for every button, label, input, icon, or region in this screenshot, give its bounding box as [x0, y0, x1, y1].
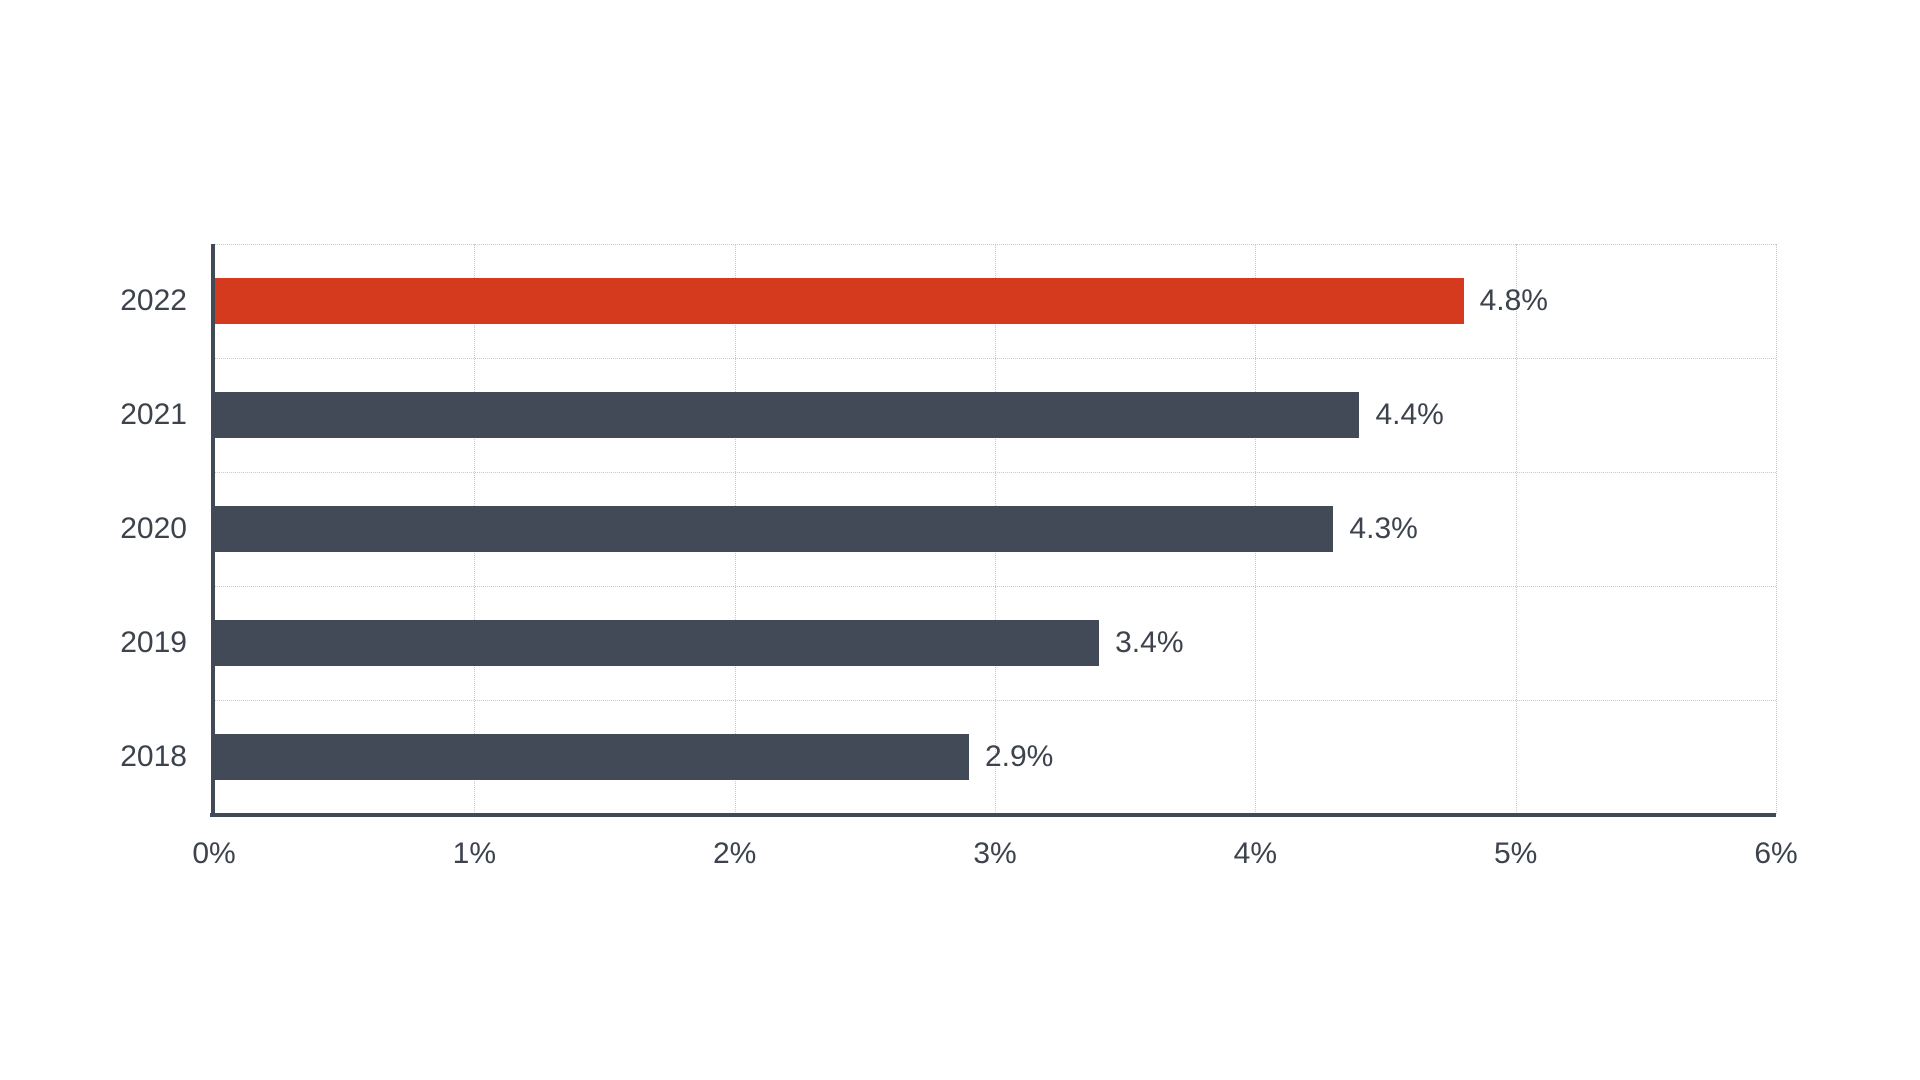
bar-2018: [214, 734, 969, 780]
horizontal-gridline-4: [214, 700, 1776, 701]
bar-row-2020: 4.3%: [214, 472, 1776, 586]
x-axis-tick-4%: 4%: [1233, 837, 1277, 870]
bar-value-label-2021: 4.4%: [1375, 398, 1444, 431]
x-axis-tick-6%: 6%: [1754, 837, 1798, 870]
x-axis-tick-0%: 0%: [192, 837, 236, 870]
y-axis-label-2021: 2021: [120, 398, 187, 431]
x-axis-tick-1%: 1%: [452, 837, 496, 870]
bar-2021: [214, 392, 1360, 438]
bar-row-2022: 4.8%: [214, 244, 1776, 358]
vertical-gridline-6: [1776, 244, 1777, 814]
bar-2020: [214, 506, 1334, 552]
bar-row-2018: 2.9%: [214, 700, 1776, 814]
x-axis-tick-labels: 0% 1% 2% 3% 4% 5% 6%: [0, 832, 1920, 876]
bar-2022: [214, 278, 1464, 324]
plot-area: 4.8% 4.4% 4.3% 3.4% 2.9%: [210, 244, 1777, 817]
x-axis-tick-3%: 3%: [973, 837, 1017, 870]
x-axis-tick-5%: 5%: [1493, 837, 1538, 870]
y-axis-label-2019: 2019: [120, 626, 187, 659]
horizontal-gridline-3: [214, 586, 1776, 587]
horizontal-gridline-2: [214, 472, 1776, 473]
x-axis-tick-2%: 2%: [712, 837, 757, 870]
x-axis-line: [210, 813, 1776, 817]
bar-row-2019: 3.4%: [214, 586, 1776, 700]
bar-value-label-2020: 4.3%: [1349, 512, 1418, 545]
bar-value-label-2019: 3.4%: [1115, 626, 1184, 659]
y-axis-labels: 2022 2021 2020 2019 2018: [0, 244, 187, 814]
horizontal-gridline-0: [214, 244, 1776, 245]
bar-value-label-2022: 4.8%: [1479, 284, 1548, 317]
bar-value-label-2018: 2.9%: [984, 740, 1054, 773]
bar-2019: [214, 620, 1100, 666]
vertical-gridline-5: [1515, 244, 1517, 814]
horizontal-gridline-1: [214, 358, 1776, 359]
bar-row-2021: 4.4%: [214, 358, 1776, 472]
y-axis-label-2020: 2020: [120, 512, 187, 545]
y-axis-line: [211, 244, 215, 817]
y-axis-label-2018: 2018: [120, 740, 187, 773]
y-axis-label-2022: 2022: [120, 284, 187, 317]
